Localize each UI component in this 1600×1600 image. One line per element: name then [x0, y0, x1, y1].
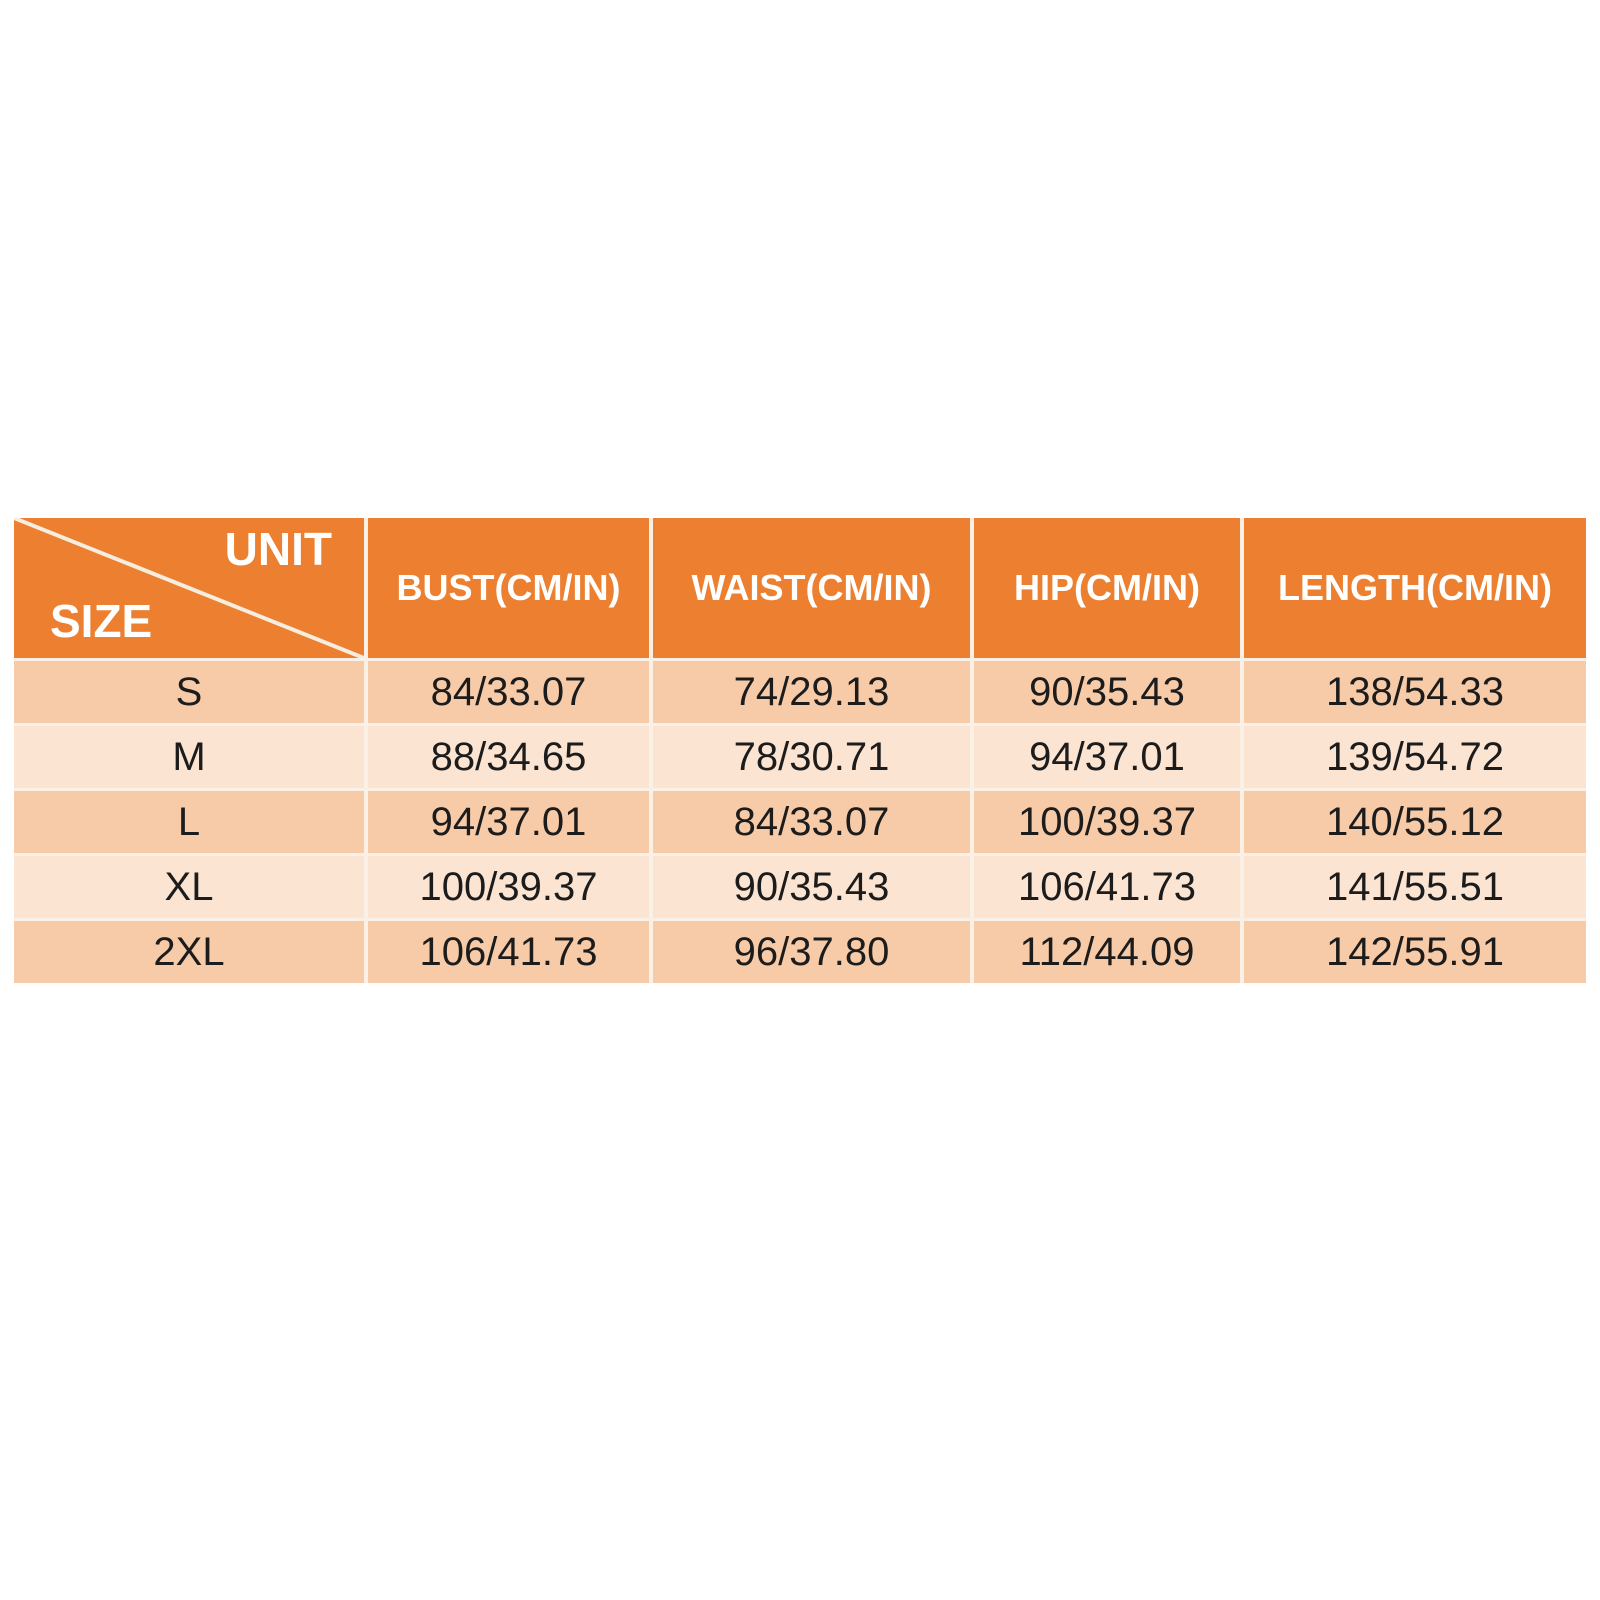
- row-m-size-cell: M: [14, 726, 364, 788]
- row-l-bust-cell: 94/37.01: [368, 791, 649, 853]
- column-header-length: LENGTH(CM/IN): [1244, 518, 1586, 658]
- row-2xl-bust-cell: 106/41.73: [368, 921, 649, 983]
- corner-header-cell: UNIT SIZE: [14, 518, 364, 658]
- row-xl-length-cell: 141/55.51: [1244, 856, 1586, 918]
- size-chart-table: UNIT SIZE BUST(CM/IN) WAIST(CM/IN) HIP(C…: [14, 518, 1586, 983]
- row-2xl-hip-cell: 112/44.09: [974, 921, 1240, 983]
- row-m-bust-cell: 88/34.65: [368, 726, 649, 788]
- row-s-hip-cell: 90/35.43: [974, 661, 1240, 723]
- row-xl-size-cell: XL: [14, 856, 364, 918]
- diagonal-divider-line: [14, 518, 364, 658]
- column-header-waist: WAIST(CM/IN): [653, 518, 970, 658]
- row-l-size-cell: L: [14, 791, 364, 853]
- row-l-waist-cell: 84/33.07: [653, 791, 970, 853]
- row-2xl-size-cell: 2XL: [14, 921, 364, 983]
- row-s-bust-cell: 84/33.07: [368, 661, 649, 723]
- corner-unit-label: UNIT: [224, 523, 332, 575]
- row-l-length-cell: 140/55.12: [1244, 791, 1586, 853]
- row-m-waist-cell: 78/30.71: [653, 726, 970, 788]
- row-m-length-cell: 139/54.72: [1244, 726, 1586, 788]
- row-xl-bust-cell: 100/39.37: [368, 856, 649, 918]
- row-s-size-cell: S: [14, 661, 364, 723]
- corner-size-label: SIZE: [50, 595, 153, 647]
- row-2xl-length-cell: 142/55.91: [1244, 921, 1586, 983]
- row-s-length-cell: 138/54.33: [1244, 661, 1586, 723]
- row-xl-hip-cell: 106/41.73: [974, 856, 1240, 918]
- row-l-hip-cell: 100/39.37: [974, 791, 1240, 853]
- row-s-waist-cell: 74/29.13: [653, 661, 970, 723]
- row-2xl-waist-cell: 96/37.80: [653, 921, 970, 983]
- column-header-hip: HIP(CM/IN): [974, 518, 1240, 658]
- column-header-bust: BUST(CM/IN): [368, 518, 649, 658]
- row-xl-waist-cell: 90/35.43: [653, 856, 970, 918]
- row-m-hip-cell: 94/37.01: [974, 726, 1240, 788]
